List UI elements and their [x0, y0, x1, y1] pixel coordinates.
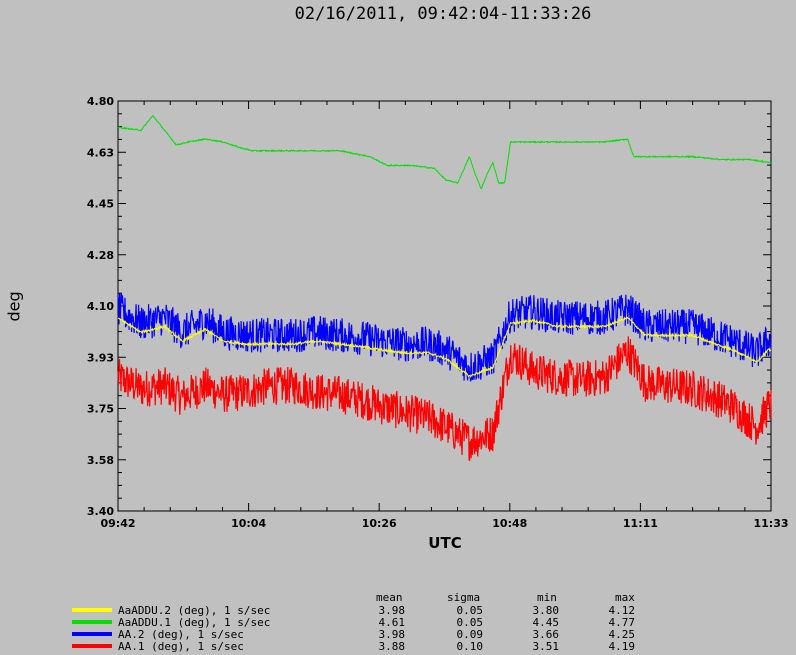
legend-series-name: AaADDU.2 (deg), 1 s/sec — [118, 604, 271, 617]
x-tick-label: 09:42 — [100, 517, 135, 530]
y-tick-label: 3.75 — [87, 403, 114, 416]
legend-min: 4.45 — [532, 616, 560, 629]
series-line-2 — [117, 115, 772, 190]
legend-sigma: 0.10 — [456, 640, 484, 653]
legend-row: AaADDU.1 (deg), 1 s/sec 4.61 0.05 4.45 4… — [0, 616, 796, 629]
x-tick-label: 10:48 — [492, 517, 527, 530]
series-group — [117, 115, 772, 462]
x-tick-label: 11:33 — [753, 517, 788, 530]
legend-series-name: AA.1 (deg), 1 s/sec — [118, 640, 244, 653]
legend-series-name: AaADDU.1 (deg), 1 s/sec — [118, 616, 271, 629]
legend-row: AA.1 (deg), 1 s/sec 3.88 0.10 3.51 4.19 — [0, 640, 796, 653]
legend-mean: 4.61 — [378, 616, 406, 629]
y-tick-labels: 4.80 4.63 4.45 4.28 4.10 3.93 3.75 3.58 3.40 — [87, 95, 114, 518]
axis-ticks — [117, 100, 772, 512]
plot-area — [117, 100, 772, 512]
series-line-3 — [117, 293, 772, 382]
legend-row: AA.2 (deg), 1 s/sec 3.98 0.09 3.66 4.25 — [0, 628, 796, 641]
legend-max: 4.25 — [608, 628, 636, 641]
stats-header-min: min — [537, 591, 557, 604]
x-tick-label: 10:04 — [231, 517, 266, 530]
legend-row: AaADDU.2 (deg), 1 s/sec 3.98 0.05 3.80 4… — [0, 604, 796, 617]
y-tick-label: 4.28 — [87, 249, 114, 262]
legend-sigma: 0.09 — [456, 628, 484, 641]
y-tick-label: 3.58 — [87, 454, 114, 467]
chart-title: 02/16/2011, 09:42:04-11:33:26 — [294, 4, 592, 24]
y-tick-label: 4.45 — [87, 198, 114, 211]
stats-header-max: max — [615, 591, 635, 604]
legend-min: 3.66 — [532, 628, 560, 641]
legend-max: 4.19 — [608, 640, 636, 653]
x-tick-label: 11:11 — [623, 517, 658, 530]
legend-max: 4.77 — [608, 616, 636, 629]
legend-swatch — [72, 644, 112, 648]
x-tick-label: 10:26 — [362, 517, 397, 530]
legend-min: 3.80 — [532, 604, 560, 617]
stats-header-sigma: sigma — [447, 591, 481, 604]
legend-mean: 3.98 — [378, 604, 406, 617]
legend-sigma: 0.05 — [456, 604, 484, 617]
legend-swatch — [72, 608, 112, 612]
y-tick-label: 3.40 — [87, 505, 114, 518]
chart-svg: 4.80 4.63 4.45 4.28 4.10 3.93 3.75 3.58 3.40 09:… — [87, 95, 789, 530]
series-line-1 — [117, 316, 772, 379]
legend-swatch — [72, 632, 112, 636]
y-tick-label: 4.63 — [87, 146, 114, 159]
legend-series-name: AA.2 (deg), 1 s/sec — [118, 628, 244, 641]
legend-mean: 3.98 — [378, 628, 406, 641]
stats-header-mean: mean — [376, 591, 403, 604]
y-tick-label: 3.93 — [87, 351, 114, 364]
y-tick-label: 4.80 — [87, 95, 114, 108]
legend-swatch — [72, 620, 112, 624]
series-line-4 — [117, 336, 772, 462]
legend: mean sigma min max AaADDU.2 (deg), 1 s/s… — [0, 588, 796, 655]
legend-sigma: 0.05 — [456, 616, 484, 629]
legend-mean: 3.88 — [378, 640, 406, 653]
legend-min: 3.51 — [532, 640, 560, 653]
legend-max: 4.12 — [608, 604, 636, 617]
y-tick-label: 4.10 — [87, 300, 114, 313]
x-tick-labels: 09:42 10:04 10:26 10:48 11:11 11:33 — [100, 517, 788, 530]
x-axis-label: UTC — [428, 534, 462, 552]
